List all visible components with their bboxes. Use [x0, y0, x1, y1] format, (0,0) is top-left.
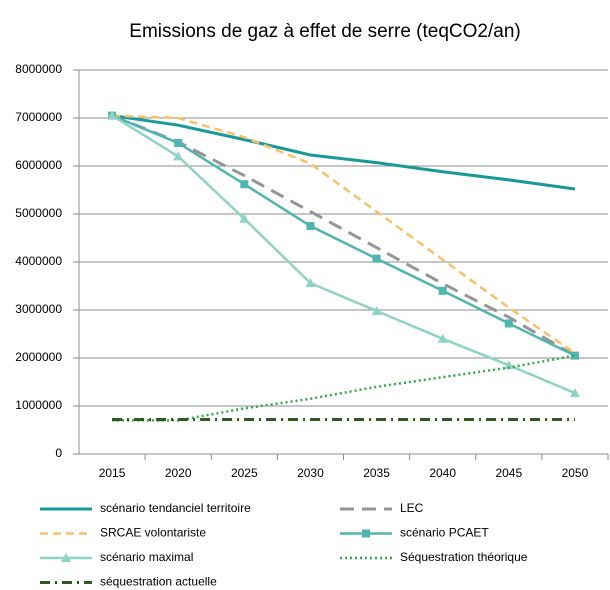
legend-label: scénario PCAET — [400, 526, 489, 540]
chart-title: Emissions de gaz à effet de serre (teqCO… — [129, 21, 520, 42]
marker — [437, 333, 448, 343]
legend-label: Séquestration théorique — [400, 550, 528, 564]
legend-label: SRCAE volontariste — [100, 526, 206, 540]
marker — [503, 360, 514, 370]
series-line — [112, 114, 576, 355]
x-tick-label: 2015 — [99, 466, 126, 480]
series-line — [111, 114, 576, 395]
y-tick-label: 7000000 — [15, 110, 62, 124]
marker — [504, 319, 513, 328]
series-line — [112, 354, 576, 422]
x-tick-label: 2030 — [297, 466, 324, 480]
marker — [61, 553, 71, 562]
y-tick-label: 6000000 — [15, 158, 62, 172]
x-tick-label: 2025 — [231, 466, 258, 480]
x-tick-label: 2050 — [562, 466, 589, 480]
marker — [438, 286, 447, 295]
y-tick-label: 0 — [55, 446, 62, 460]
marker — [362, 529, 370, 538]
marker — [173, 151, 184, 161]
x-tick-label: 2020 — [165, 466, 192, 480]
marker — [107, 110, 118, 120]
y-tick-label: 1000000 — [15, 398, 62, 412]
x-tick-label: 2035 — [363, 466, 390, 480]
y-tick-label: 3000000 — [15, 302, 62, 316]
series-line — [111, 114, 576, 357]
marker — [371, 305, 382, 315]
marker — [570, 351, 579, 360]
y-tick-label: 5000000 — [15, 206, 62, 220]
marker — [239, 213, 250, 223]
legend-label: scénario tendanciel territoire — [100, 501, 251, 515]
y-tick-label: 8000000 — [15, 62, 62, 76]
marker — [306, 222, 315, 230]
x-tick-label: 2045 — [495, 466, 522, 480]
y-tick-label: 2000000 — [15, 350, 62, 364]
y-tick-label: 4000000 — [15, 254, 62, 268]
marker — [372, 254, 381, 263]
legend-label: scénario maximal — [100, 550, 193, 564]
marker — [174, 138, 183, 147]
marker — [569, 388, 580, 398]
legend-label: LEC — [400, 501, 424, 515]
legend-label: séquestration actuelle — [100, 575, 217, 589]
marker — [240, 180, 249, 189]
series-line — [111, 114, 576, 191]
marker — [305, 278, 316, 288]
x-tick-label: 2040 — [429, 466, 456, 480]
